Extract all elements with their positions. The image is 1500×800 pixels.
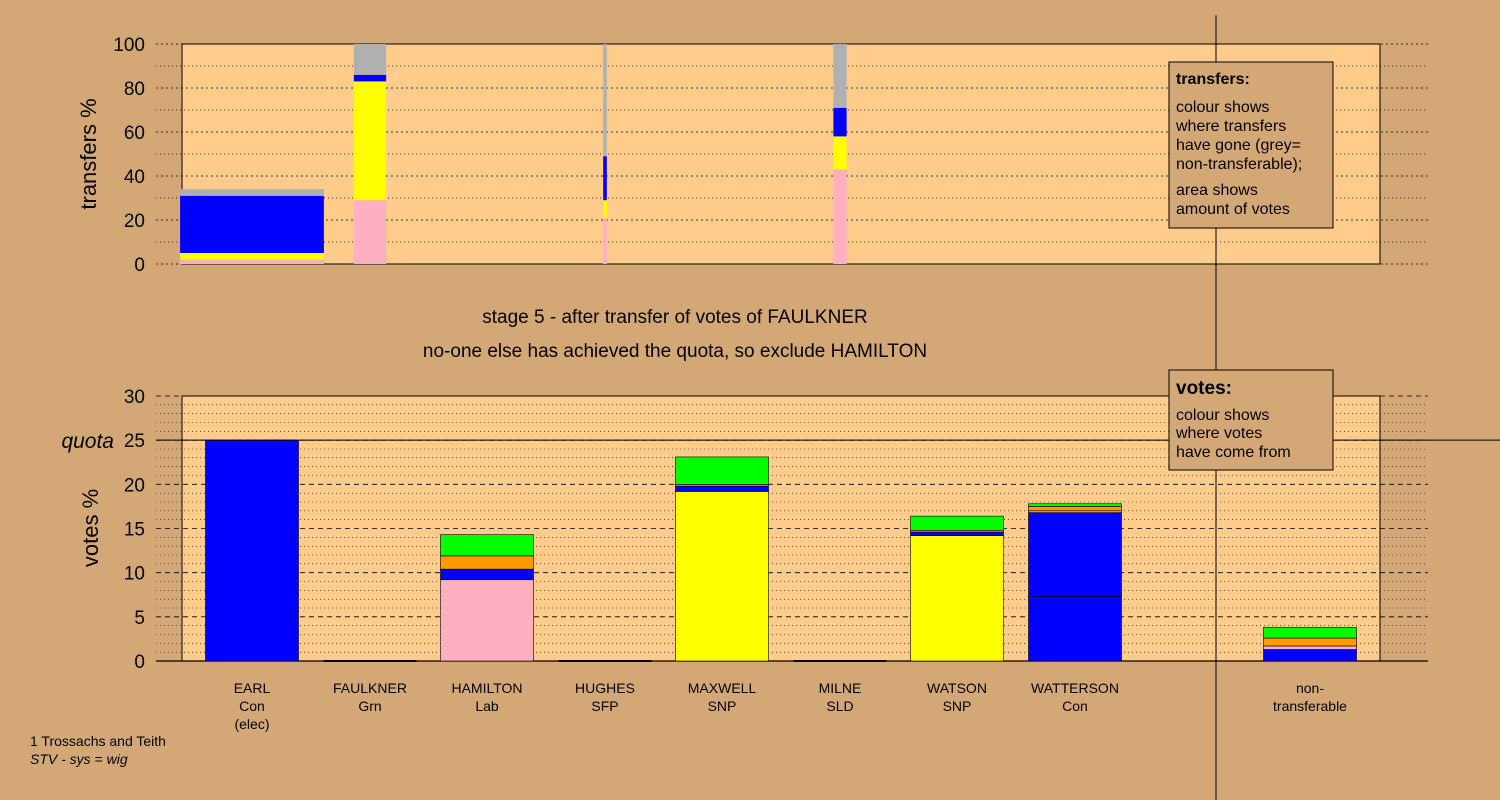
- candidate-label: SLD: [826, 698, 853, 714]
- votes-y-tick-label: 15: [124, 520, 145, 541]
- candidate-label: Con: [239, 698, 265, 714]
- transfer-segment: [833, 136, 847, 170]
- candidate-label: Con: [1062, 698, 1088, 714]
- transfer-segment: [353, 81, 387, 201]
- transfer-segment: [833, 107, 847, 137]
- votes-legend-line: where votes: [1175, 425, 1262, 442]
- votes-y-tick-label: 20: [124, 475, 145, 496]
- vote-segment: [675, 456, 769, 485]
- candidate-label: MILNE: [819, 680, 862, 696]
- transfers-legend-line: non-transferable);: [1176, 156, 1302, 173]
- vote-segment: [1028, 512, 1122, 597]
- votes-y-tick-label: 25: [124, 431, 145, 452]
- candidate-label: Lab: [475, 698, 499, 714]
- transfer-segment: [603, 217, 607, 264]
- vote-segment: [440, 534, 534, 557]
- vote-segment: [440, 579, 534, 662]
- vote-segment: [910, 531, 1004, 536]
- transfers-legend-title: transfers:: [1176, 71, 1250, 88]
- transfer-segment: [603, 200, 607, 218]
- votes-legend-line: have come from: [1176, 444, 1291, 461]
- transfers-y-tick-label: 100: [113, 35, 145, 56]
- transfer-segment: [833, 169, 847, 264]
- transfer-segment: [353, 74, 387, 82]
- non-transferable-label: non-: [1296, 680, 1324, 696]
- transfer-segment: [353, 44, 387, 75]
- transfer-segment: [180, 195, 324, 253]
- transfers-y-tick-label: 80: [124, 79, 145, 100]
- vote-segment: [1028, 503, 1122, 507]
- transfers-legend-box: [1168, 61, 1334, 229]
- quota-label: quota: [61, 430, 114, 453]
- transfers-legend-line: have gone (grey=: [1176, 137, 1301, 154]
- non-transferable-segment: [1263, 627, 1357, 639]
- transfer-segment: [180, 253, 324, 260]
- transfers-legend-line: where transfers: [1175, 118, 1286, 135]
- transfers-bars: [180, 44, 847, 264]
- transfer-segment: [180, 259, 324, 264]
- votes-y-axis-label: votes %: [78, 489, 103, 567]
- transfer-segment: [833, 44, 847, 108]
- non-transferable-segment: [1263, 645, 1357, 650]
- transfers-y-ticks: 0 20 40 60 80 100: [113, 35, 145, 276]
- votes-y-tick-label: 0: [134, 652, 145, 673]
- votes-y-tick-label: 5: [134, 608, 145, 629]
- vote-segment: [1028, 596, 1122, 662]
- transfer-segment: [603, 156, 607, 201]
- transfers-legend-line: area shows: [1176, 182, 1258, 199]
- transfers-legend: transfers: colour shows where transfers …: [1168, 61, 1334, 229]
- vote-segment: [1028, 506, 1122, 512]
- transfer-segment: [353, 200, 387, 264]
- candidate-label: (elec): [234, 716, 269, 732]
- stage-note: no-one else has achieved the quota, so e…: [423, 341, 927, 362]
- vote-segment: [675, 491, 769, 662]
- transfers-y-axis-label: transfers %: [76, 98, 101, 209]
- vote-segment: [675, 485, 769, 492]
- transfer-segment: [180, 189, 324, 196]
- votes-legend: votes: colour shows where votes have com…: [1168, 369, 1334, 471]
- candidate-label: HUGHES: [575, 680, 635, 696]
- candidate-labels: EARL Con (elec) FAULKNER Grn HAMILTON Lab HUGHE…: [234, 680, 1347, 732]
- candidate-label: WATTERSON: [1031, 680, 1119, 696]
- non-transferable-label: transferable: [1273, 698, 1347, 714]
- candidate-label: FAULKNER: [333, 680, 407, 696]
- transfer-segment: [603, 44, 607, 157]
- votes-bars: [205, 439, 1357, 662]
- non-transferable-segment: [1263, 637, 1357, 647]
- transfers-legend-line: amount of votes: [1176, 201, 1290, 218]
- non-transferable-segment: [1263, 649, 1357, 662]
- transfers-y-tick-label: 0: [134, 255, 145, 276]
- votes-y-tick-label: 30: [124, 387, 145, 408]
- transfers-y-tick-label: 40: [124, 167, 145, 188]
- candidate-label: HAMILTON: [451, 680, 522, 696]
- candidate-label: SFP: [591, 698, 618, 714]
- voting-system: STV - sys = wig: [30, 751, 128, 767]
- votes-legend-box: [1168, 369, 1334, 471]
- constituency-name: 1 Trossachs and Teith: [30, 733, 166, 749]
- candidate-label: SNP: [708, 698, 737, 714]
- votes-legend-line: colour shows: [1176, 407, 1269, 424]
- transfers-y-tick-label: 20: [124, 211, 145, 232]
- candidate-label: MAXWELL: [688, 680, 757, 696]
- vote-segment: [440, 568, 534, 581]
- transfers-legend-line: colour shows: [1176, 99, 1269, 116]
- vote-segment: [440, 555, 534, 570]
- votes-y-tick-label: 10: [124, 564, 145, 585]
- transfers-y-tick-label: 60: [124, 123, 145, 144]
- candidate-label: WATSON: [927, 680, 987, 696]
- candidate-label: Grn: [358, 698, 381, 714]
- votes-y-ticks: 0 5 10 15 20 25 30: [124, 387, 145, 673]
- votes-legend-title: votes:: [1176, 378, 1232, 399]
- vote-segment: [910, 515, 1004, 531]
- stage-title: stage 5 - after transfer of votes of FAU…: [482, 307, 867, 328]
- candidate-label: EARL: [234, 680, 271, 696]
- vote-segment: [205, 439, 299, 662]
- vote-segment: [910, 535, 1004, 662]
- candidate-label: SNP: [943, 698, 972, 714]
